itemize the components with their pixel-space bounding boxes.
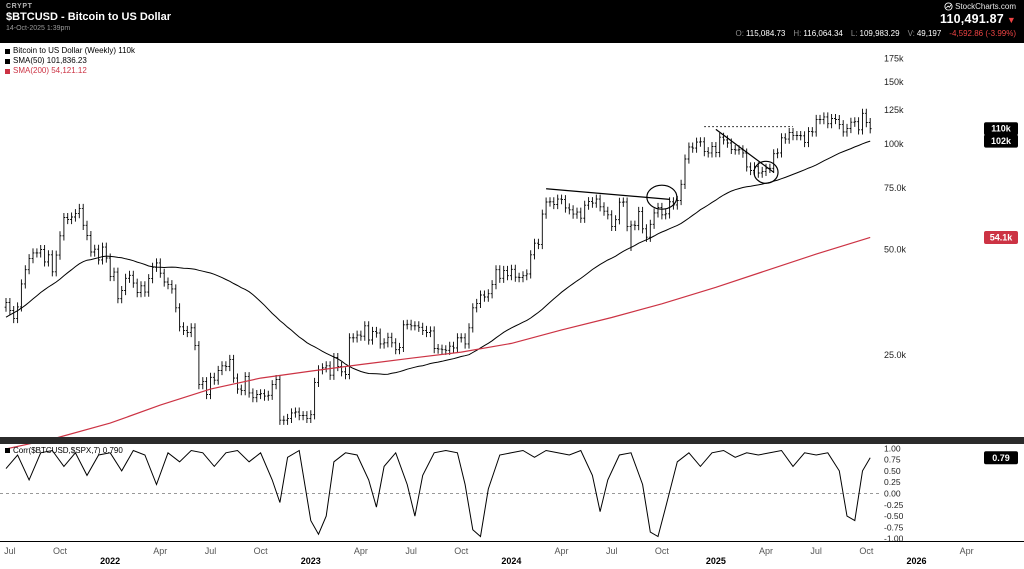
x-axis-year-label: 2026 bbox=[906, 556, 926, 566]
y-axis-label: 150k bbox=[884, 77, 904, 87]
breakout-circle-1[interactable] bbox=[646, 184, 678, 210]
legend-price-row: Bitcoin to US Dollar (Weekly) 110k bbox=[5, 46, 135, 56]
y-axis-label: 25.0k bbox=[884, 350, 907, 360]
x-axis-year-label: 2022 bbox=[100, 556, 120, 566]
x-axis-year-label: 2024 bbox=[501, 556, 521, 566]
x-axis-month-label: Jul bbox=[405, 546, 417, 556]
corr-legend-label: Corr($BTCUSD,$SPX,7) 0.790 bbox=[13, 446, 123, 455]
x-axis-year-label: 2023 bbox=[301, 556, 321, 566]
svg-text:54.1k: 54.1k bbox=[990, 232, 1014, 242]
corr-axis-label: -0.25 bbox=[884, 500, 904, 510]
y-axis-label: 50.0k bbox=[884, 245, 907, 255]
last-price: 110,491.87 bbox=[940, 12, 1004, 26]
main-legend: Bitcoin to US Dollar (Weekly) 110k SMA(5… bbox=[5, 46, 135, 76]
y-axis-label: 175k bbox=[884, 54, 904, 64]
x-axis-month-label: Oct bbox=[454, 546, 469, 556]
corr-axis-label: 0.75 bbox=[884, 455, 901, 465]
x-axis-month-label: Oct bbox=[655, 546, 670, 556]
corr-axis-label: 0.25 bbox=[884, 477, 901, 487]
x-axis-month-label: Jul bbox=[205, 546, 217, 556]
corr-value-badge bbox=[984, 451, 1018, 465]
price-value-badge bbox=[984, 122, 1018, 136]
price-legend-label: Bitcoin to US Dollar (Weekly) 110k bbox=[13, 46, 135, 55]
stockcharts-brand[interactable]: StockCharts.com bbox=[944, 2, 1016, 11]
corr-axis-label: 0.00 bbox=[884, 489, 901, 499]
x-axis-month-label: Apr bbox=[555, 546, 569, 556]
price-bars bbox=[4, 108, 872, 425]
breakout-circle-2[interactable] bbox=[753, 160, 779, 184]
x-axis-year-label: 2025 bbox=[706, 556, 726, 566]
sma200-legend-chip bbox=[5, 68, 10, 74]
x-axis-month-label: Oct bbox=[859, 546, 874, 556]
legend-sma50-row: SMA(50) 101,836.23 bbox=[5, 56, 135, 66]
price-legend-chip bbox=[5, 48, 10, 54]
price-value-badge bbox=[984, 134, 1018, 148]
sma50-legend-label: SMA(50) 101,836.23 bbox=[13, 56, 87, 65]
stockcharts-logo-icon bbox=[944, 2, 953, 11]
x-axis-month-label: Jul bbox=[810, 546, 822, 556]
svg-text:110k: 110k bbox=[991, 124, 1012, 134]
quote-change: -4,592.86 (-3.99%) bbox=[949, 29, 1016, 38]
corr-axis-label: -0.50 bbox=[884, 511, 904, 521]
last-price-row: 110,491.87 ▼ bbox=[940, 12, 1016, 26]
corr-axis-label: 0.50 bbox=[884, 466, 901, 476]
corr-legend-chip bbox=[5, 448, 10, 453]
x-axis-month-label: Jul bbox=[4, 546, 16, 556]
header-left: CRYPT $BTCUSD - Bitcoin to US Dollar 14-… bbox=[6, 3, 171, 32]
x-axis-month-label: Apr bbox=[759, 546, 773, 556]
legend-corr-row: Corr($BTCUSD,$SPX,7) 0.790 bbox=[5, 446, 123, 455]
y-axis-label: 100k bbox=[884, 139, 904, 149]
corr-axis-label: -1.00 bbox=[884, 534, 904, 544]
trendline-2[interactable] bbox=[715, 128, 775, 173]
corr-axis-label: -0.75 bbox=[884, 522, 904, 532]
panel-separator bbox=[0, 437, 1024, 444]
brand-label: StockCharts.com bbox=[955, 2, 1016, 11]
svg-text:102k: 102k bbox=[991, 136, 1012, 146]
sma50-line bbox=[5, 140, 871, 375]
sector-label: CRYPT bbox=[6, 3, 33, 10]
x-axis-month-label: Oct bbox=[53, 546, 68, 556]
quote-open: O: 115,084.73 bbox=[735, 29, 786, 38]
quote-low: L: 109,983.29 bbox=[850, 29, 900, 38]
y-axis-label: 75.0k bbox=[884, 183, 907, 193]
sma50-legend-chip bbox=[5, 58, 10, 64]
svg-text:0.79: 0.79 bbox=[992, 453, 1010, 463]
x-axis-month-label: Apr bbox=[153, 546, 167, 556]
trendline-1[interactable] bbox=[546, 188, 670, 200]
corr-legend: Corr($BTCUSD,$SPX,7) 0.790 bbox=[5, 446, 123, 455]
corr-axis-label: 1.00 bbox=[884, 443, 901, 453]
y-axis-label: 125k bbox=[884, 105, 904, 115]
sma200-legend-label: SMA(200) 54,121.12 bbox=[13, 66, 87, 75]
header-right: StockCharts.com 110,491.87 ▼ O: 115,084.73… bbox=[735, 2, 1016, 38]
x-axis-month-label: Jul bbox=[606, 546, 618, 556]
sma200-line bbox=[5, 236, 871, 450]
quote-volume: V: 49,197 bbox=[907, 29, 942, 38]
x-axis-month-label: Apr bbox=[354, 546, 368, 556]
x-axis-month-label: Apr bbox=[960, 546, 974, 556]
price-down-icon: ▼ bbox=[1006, 15, 1016, 25]
chart-title: $BTCUSD - Bitcoin to US Dollar bbox=[6, 11, 172, 23]
x-axis-month-label: Oct bbox=[254, 546, 269, 556]
sma200-value-badge bbox=[984, 230, 1018, 244]
quote-high: H: 116,064.34 bbox=[793, 29, 843, 38]
corr-line bbox=[5, 449, 871, 538]
chart-timestamp: 14-Oct-2025 1:39pm bbox=[6, 25, 71, 32]
price-chart-canvas[interactable]: 175k150k125k100k75.0k50.0k25.0k1.000.750… bbox=[0, 43, 1024, 569]
chart-header: CRYPT $BTCUSD - Bitcoin to US Dollar 14-… bbox=[0, 0, 1024, 43]
legend-sma200-row: SMA(200) 54,121.12 bbox=[5, 66, 135, 76]
ohlc-quote-bar: O: 115,084.73 H: 116,064.34 L: 109,983.29 V… bbox=[735, 29, 1016, 38]
